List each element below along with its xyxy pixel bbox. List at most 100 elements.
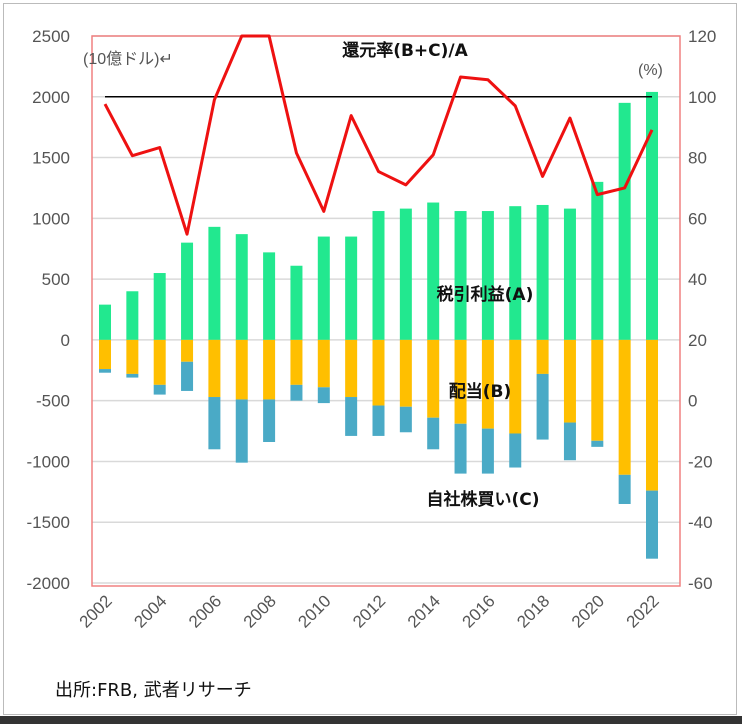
- y-right-tick-label: 20: [688, 331, 707, 350]
- bar-dividend: [646, 339, 658, 491]
- x-tick-label: 2004: [130, 591, 170, 631]
- bar-pretax-profit: [563, 208, 576, 340]
- bar-pretax-profit: [372, 211, 385, 340]
- bar-dividend: [481, 339, 494, 429]
- bar-buyback: [618, 474, 631, 504]
- bar-dividend: [563, 339, 576, 423]
- bar-pretax-profit: [399, 208, 412, 340]
- label-buyback: 自社株買い(C): [426, 489, 539, 510]
- y-right-tick-label: -20: [688, 452, 713, 471]
- return-ratio-line: [103, 34, 654, 236]
- y-left-tick-label: -1000: [27, 452, 70, 471]
- bar-dividend: [263, 339, 276, 400]
- bar-dividend: [345, 339, 358, 398]
- y-right-tick-label: 40: [688, 270, 707, 289]
- y-left-tick-label: 0: [61, 331, 70, 350]
- bar-buyback: [345, 397, 358, 436]
- bar-buyback: [372, 405, 385, 436]
- bar-pretax-profit: [509, 206, 522, 340]
- chart-frame: [3, 3, 737, 715]
- bar-dividend: [399, 339, 412, 407]
- y-left-tick-label: 1000: [32, 209, 70, 228]
- bar-dividend: [454, 339, 467, 424]
- bar-buyback: [509, 433, 522, 468]
- bar-pretax-profit: [427, 202, 440, 340]
- bar-buyback: [481, 428, 494, 474]
- bar-buyback: [290, 384, 303, 401]
- bar-pretax-profit: [536, 204, 549, 340]
- bar-dividend: [591, 339, 604, 441]
- bar-buyback: [208, 397, 221, 450]
- y-left-tick-label: -500: [36, 392, 70, 411]
- bar-dividend: [427, 339, 440, 418]
- y-right-tick-label: -40: [688, 513, 713, 532]
- left-axis-unit: (10億ドル)↵: [83, 50, 173, 68]
- bar-buyback: [427, 417, 440, 450]
- bar-buyback: [591, 440, 604, 447]
- y-right-tick-label: 0: [688, 392, 697, 411]
- x-tick-label: 2002: [76, 591, 116, 631]
- y-right-tick-label: 100: [688, 88, 716, 107]
- bar-dividend: [509, 339, 522, 434]
- x-tick-label: 2020: [568, 591, 608, 631]
- y-right-tick-label: -60: [688, 574, 713, 593]
- x-tick-label: 2016: [459, 591, 499, 631]
- bar-pretax-profit: [618, 102, 631, 340]
- y-left-tick-label: -1500: [27, 513, 70, 532]
- bar-buyback: [126, 373, 139, 378]
- bar-pretax-profit: [345, 236, 358, 340]
- bar-pretax-profit: [153, 273, 166, 340]
- bar-dividend: [99, 339, 111, 370]
- label-dividend: 配当(B): [449, 381, 512, 402]
- y-left-tick-label: 500: [42, 270, 70, 289]
- bar-pretax-profit: [181, 242, 194, 340]
- bar-buyback: [536, 373, 549, 440]
- x-tick-label: 2006: [185, 591, 225, 631]
- bar-dividend: [317, 339, 330, 388]
- bar-dividend: [235, 339, 248, 400]
- bar-dividend: [153, 339, 166, 385]
- bar-dividend: [208, 339, 221, 398]
- bar-buyback: [563, 422, 576, 461]
- bar-dividend: [372, 339, 385, 406]
- bar-dividend: [536, 339, 549, 374]
- bar-pretax-profit: [208, 226, 221, 340]
- bar-dividend: [126, 339, 139, 374]
- bar-buyback: [317, 387, 330, 404]
- y-left-tick-label: -2000: [27, 574, 70, 593]
- bar-pretax-profit: [235, 234, 248, 340]
- bar-dividend: [290, 339, 303, 385]
- label-pretax-profit: 税引利益(A): [437, 284, 534, 305]
- bar-pretax-profit: [263, 252, 276, 340]
- bar-buyback: [646, 490, 658, 559]
- bar-pretax-profit: [591, 181, 604, 340]
- x-tick-label: 2008: [240, 591, 280, 631]
- right-axis-unit: (%): [638, 62, 663, 79]
- bar-pretax-profit: [126, 291, 139, 340]
- x-tick-label: 2014: [404, 591, 444, 631]
- x-tick-label: 2010: [294, 591, 334, 631]
- bar-pretax-profit: [290, 265, 303, 340]
- bar-dividend: [181, 339, 194, 362]
- bar-pretax-profit: [454, 211, 467, 340]
- bar-pretax-profit: [317, 236, 330, 340]
- bar-dividend: [618, 339, 631, 475]
- chart-title: 還元率(B+C)/A: [342, 40, 468, 61]
- x-tick-label: 2012: [349, 591, 389, 631]
- bar-buyback: [454, 423, 467, 474]
- bar-buyback: [399, 406, 412, 433]
- bar-buyback: [181, 361, 194, 391]
- bar-buyback: [99, 369, 111, 373]
- x-tick-label: 2018: [513, 591, 553, 631]
- y-right-tick-label: 120: [688, 27, 716, 46]
- bar-buyback: [263, 399, 276, 442]
- bar-buyback: [153, 384, 166, 395]
- y-right-tick-label: 80: [688, 149, 707, 168]
- x-tick-label: 2022: [623, 591, 663, 631]
- window-bottom-edge: [0, 716, 742, 724]
- y-left-tick-label: 1500: [32, 149, 70, 168]
- y-left-tick-label: 2500: [32, 27, 70, 46]
- source-note: 出所:FRB, 武者リサーチ: [55, 680, 252, 701]
- bar-pretax-profit: [481, 211, 494, 340]
